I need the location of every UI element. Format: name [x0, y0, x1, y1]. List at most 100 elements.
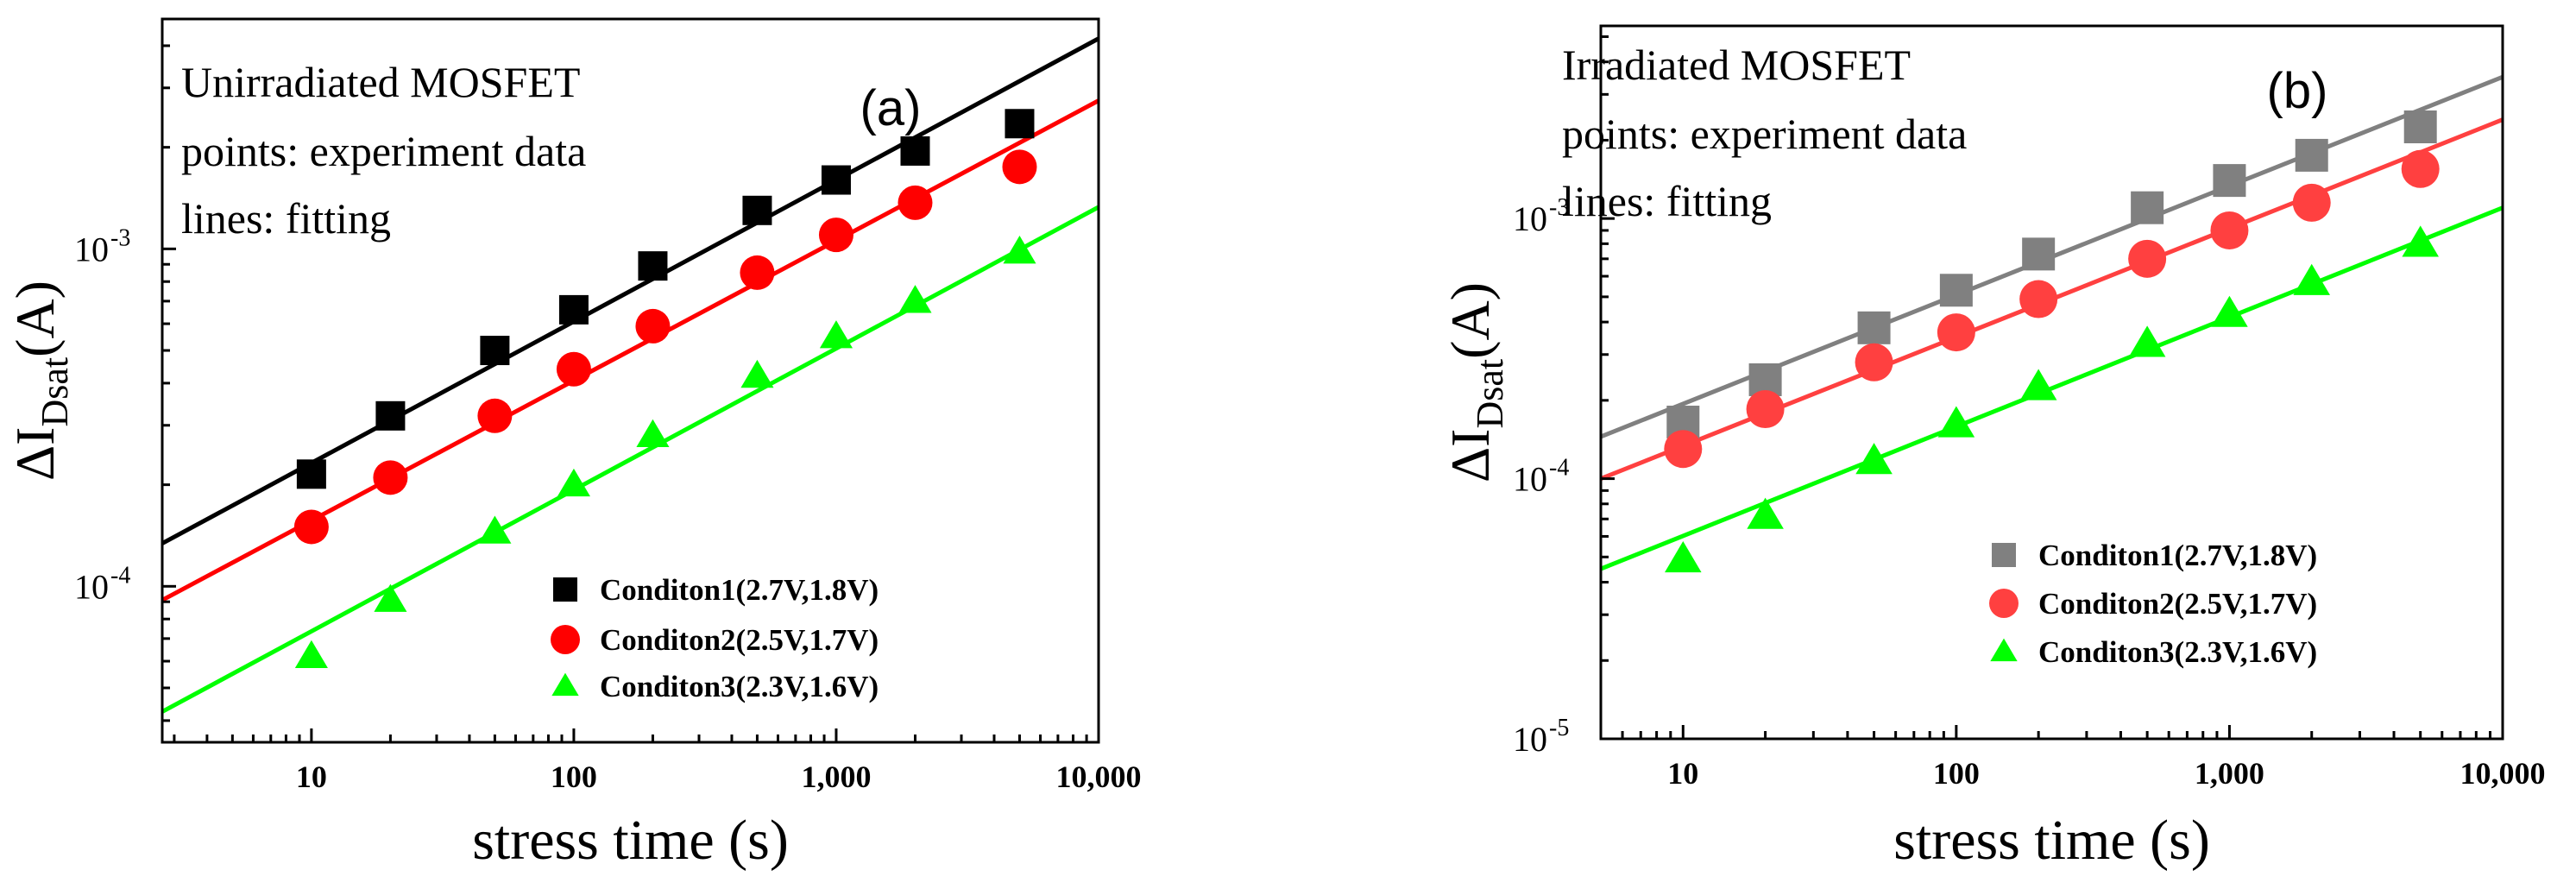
fit-line-series-1 — [162, 36, 1099, 545]
y-tick-exponent: -3 — [110, 224, 130, 251]
data-point-series-3 — [2211, 295, 2248, 327]
data-point-series-1 — [1939, 274, 1973, 307]
data-point-series-2 — [898, 185, 933, 220]
annotation-line: points: experiment data — [181, 127, 586, 175]
data-point-series-2 — [740, 255, 775, 290]
data-point-series-3 — [2293, 263, 2331, 295]
panel-label: (b) — [2267, 63, 2328, 119]
data-point-series-2 — [2128, 239, 2167, 278]
annotation-line: Unirradiated MOSFET — [181, 58, 580, 106]
legend-marker-series-2 — [551, 625, 580, 654]
data-point-series-2 — [477, 398, 513, 433]
y-label-main: ΔI — [1439, 429, 1501, 482]
data-point-series-1 — [2213, 164, 2246, 198]
legend-label: Conditon1(2.7V,1.8V) — [600, 573, 879, 607]
data-point-series-3 — [2402, 225, 2439, 257]
legend-label: Conditon2(2.5V,1.7V) — [2038, 587, 2317, 621]
data-point-series-1 — [480, 336, 510, 366]
plot-frame — [161, 17, 1100, 744]
data-point-series-1 — [2131, 191, 2164, 224]
x-tick-label: 100 — [1933, 756, 1980, 791]
x-axis-label: stress time (s) — [472, 809, 789, 872]
data-point-series-1 — [296, 459, 326, 489]
data-point-series-3 — [1937, 406, 1975, 438]
y-label-unit: (A) — [1439, 282, 1501, 359]
x-tick-label: 100 — [551, 760, 597, 794]
y-tick-label: 10 — [1513, 720, 1547, 759]
data-point-series-2 — [556, 351, 591, 387]
y-tick-label: 10 — [74, 567, 109, 606]
data-point-series-1 — [638, 251, 668, 281]
data-point-series-2 — [293, 509, 329, 545]
y-tick-exponent: -4 — [1549, 455, 1569, 482]
data-point-series-1 — [2295, 138, 2328, 172]
legend-marker-series-2 — [1989, 589, 2019, 618]
y-label-unit: (A) — [4, 281, 66, 357]
annotation-line: points: experiment data — [1562, 110, 1967, 158]
data-point-series-2 — [635, 308, 671, 344]
data-point-series-2 — [1002, 149, 1037, 185]
x-tick-label: 10 — [1667, 756, 1698, 791]
panel-label: (a) — [860, 80, 922, 136]
data-point-series-2 — [2019, 280, 2058, 318]
data-point-series-2 — [1937, 313, 1975, 352]
y-tick-label: 10 — [1513, 199, 1547, 238]
x-tick-label: 1,000 — [2195, 756, 2264, 791]
data-point-series-3 — [819, 320, 853, 349]
data-point-series-3 — [898, 285, 932, 313]
data-point-series-3 — [1003, 236, 1036, 264]
legend-label: Conditon3(2.3V,1.6V) — [2038, 635, 2317, 669]
y-label-subscript: Dsat — [34, 357, 76, 427]
annotation-line: lines: fitting — [1562, 177, 1772, 225]
data-point-series-3 — [1747, 497, 1784, 529]
data-point-series-2 — [1746, 390, 1785, 429]
legend-label: Conditon2(2.5V,1.7V) — [600, 623, 879, 657]
data-point-series-1 — [742, 195, 772, 225]
fit-line-series-3 — [1601, 205, 2503, 571]
data-point-series-2 — [2210, 211, 2249, 249]
data-point-series-3 — [2019, 369, 2057, 400]
legend-label: Conditon3(2.3V,1.6V) — [600, 670, 879, 703]
y-axis-label: ΔIDsat(A) — [4, 281, 76, 481]
y-tick-exponent: -5 — [1549, 715, 1569, 741]
x-tick-label: 10 — [296, 760, 327, 794]
data-point-series-2 — [373, 460, 408, 495]
y-tick-exponent: -3 — [1549, 194, 1569, 221]
data-point-series-3 — [557, 468, 590, 497]
x-tick-label: 10,000 — [2460, 756, 2546, 791]
y-axis-label: ΔIDsat(A) — [1439, 282, 1511, 482]
data-point-series-3 — [2128, 325, 2166, 357]
x-tick-label: 10,000 — [1056, 760, 1142, 794]
data-point-series-3 — [374, 583, 407, 612]
y-tick-exponent: -4 — [110, 562, 130, 589]
x-tick-label: 1,000 — [801, 760, 871, 794]
fit-line-series-3 — [162, 205, 1099, 714]
data-point-series-2 — [2401, 149, 2440, 188]
annotation-line: lines: fitting — [181, 194, 391, 243]
data-point-series-3 — [636, 419, 670, 448]
data-point-series-1 — [1005, 109, 1035, 139]
legend-marker-series-3 — [1990, 638, 2018, 662]
data-point-series-2 — [1664, 430, 1703, 469]
y-tick-label: 10 — [1513, 460, 1547, 499]
data-point-series-1 — [1857, 311, 1891, 344]
data-point-series-2 — [818, 218, 853, 253]
data-point-series-1 — [821, 165, 851, 195]
data-point-series-3 — [478, 515, 512, 544]
legend-label: Conditon1(2.7V,1.8V) — [2038, 539, 2317, 572]
data-point-series-1 — [2403, 110, 2437, 144]
data-point-series-2 — [2292, 183, 2331, 222]
x-axis-label: stress time (s) — [1893, 809, 2210, 872]
data-point-series-2 — [1855, 343, 1893, 381]
data-point-series-3 — [1665, 541, 1702, 573]
legend-marker-series-1 — [553, 577, 577, 602]
data-point-series-3 — [294, 640, 328, 669]
legend-marker-series-1 — [1992, 543, 2016, 567]
y-tick-label: 10 — [74, 230, 109, 268]
y-label-main: ΔI — [4, 427, 66, 481]
data-point-series-3 — [1855, 443, 1893, 475]
y-label-subscript: Dsat — [1469, 359, 1511, 429]
